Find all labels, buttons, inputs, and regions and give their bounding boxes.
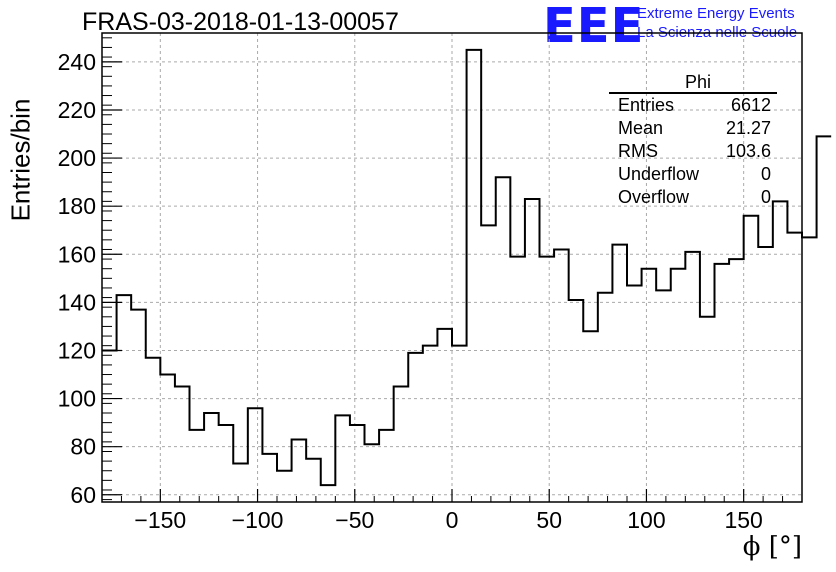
y-tick-label: 140	[58, 289, 96, 315]
stats-row: Mean 21.27	[609, 117, 777, 140]
x-tick-label: −150	[134, 507, 186, 533]
stat-label: Overflow	[618, 187, 690, 207]
x-tick-label: 50	[536, 507, 562, 533]
axis-ticks	[102, 37, 784, 502]
x-tick-label: −50	[335, 507, 374, 533]
chart-title: FRAS-03-2018-01-13-00057	[82, 8, 399, 36]
eee-logo: EEE	[543, 0, 645, 54]
y-tick-label: 80	[70, 434, 96, 460]
stats-row: Underflow 0	[609, 163, 777, 186]
stats-row: Overflow 0	[609, 186, 777, 209]
grid-lines	[102, 33, 802, 502]
stat-label: RMS	[618, 141, 658, 161]
stats-row: RMS 103.6	[609, 140, 777, 163]
x-tick-label: 0	[446, 507, 459, 533]
stat-value: 0	[760, 187, 771, 207]
stats-row: Entries 6612	[609, 94, 777, 117]
x-tick-label: 100	[627, 507, 665, 533]
stat-value: 0	[760, 164, 771, 184]
y-axis-label-box: Entries/bin	[4, 98, 38, 222]
stats-box: Phi Entries 6612 Mean 21.27 RMS 103.6 Under…	[609, 72, 777, 209]
stat-value: 6612	[730, 95, 771, 115]
stat-value: 21.27	[725, 118, 771, 138]
axis-tick-labels: −150 −100 −50 0 50 100 150 60 80 100 120 140 160 180 2…	[58, 49, 763, 533]
y-tick-label: 200	[58, 145, 96, 171]
x-axis-label: ϕ [°]	[742, 532, 802, 562]
stat-value: 103.6	[725, 141, 771, 161]
stats-title: Phi	[609, 72, 777, 94]
y-tick-label: 180	[58, 193, 96, 219]
y-tick-label: 240	[58, 49, 96, 75]
logo-line-1: Extreme Energy Events	[637, 5, 795, 22]
histogram-step-line	[102, 48, 832, 487]
stat-label: Entries	[618, 95, 675, 115]
y-tick-label: 220	[58, 97, 96, 123]
x-tick-label: 150	[724, 507, 762, 533]
y-tick-label: 60	[70, 482, 96, 508]
y-axis-label: Entries/bin	[5, 98, 36, 222]
stat-label: Underflow	[618, 164, 700, 184]
stat-label: Mean	[618, 118, 664, 138]
y-tick-label: 160	[58, 241, 96, 267]
y-tick-label: 100	[58, 386, 96, 412]
x-tick-label: −100	[232, 507, 284, 533]
y-tick-label: 120	[58, 337, 96, 363]
